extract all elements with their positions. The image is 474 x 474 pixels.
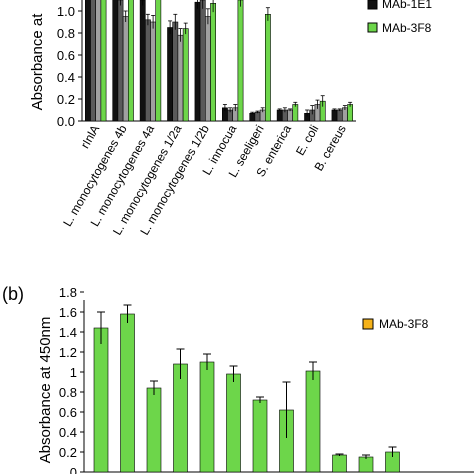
bar-b-3 xyxy=(173,363,188,473)
x-tick-label-a-rinla: rInlA xyxy=(78,123,102,151)
x-tick-label-a-e-coli: E. coli xyxy=(293,123,321,158)
bar-a-s-enterica-s3 xyxy=(292,104,299,122)
bar-a-l-innocua-s3 xyxy=(237,0,244,122)
bar-a-rinla-s2 xyxy=(95,0,102,122)
y-tick-label-b-5: 1 xyxy=(70,365,77,380)
y-tick-label-b-8: 1.6 xyxy=(59,305,77,320)
panel-label-b: (b) xyxy=(2,284,24,304)
bar-a-l-monocytogenes-1-2b-s1 xyxy=(199,0,206,122)
y-tick-label-b-1: 0.2 xyxy=(59,445,77,460)
legend-label-mab-1e1: MAb-1E1 xyxy=(382,0,432,11)
bar-b-10 xyxy=(358,456,374,473)
bar-a-l-monocytogenes-1-2a-s3 xyxy=(182,28,189,122)
legend-label-mab-3f8-b: MAb-3F8 xyxy=(379,317,429,331)
bar-a-l-monocytogenes-1-2a-s2 xyxy=(177,34,184,122)
bar-b-9 xyxy=(332,454,347,473)
y-tick-label-a-3: 0.6 xyxy=(57,48,75,63)
bar-a-b-cereus-s0 xyxy=(331,109,338,122)
bar-b-4 xyxy=(199,361,215,473)
bar-b-5 xyxy=(226,373,241,473)
legend-swatch-mab-1e1 xyxy=(367,0,378,10)
bar-a-l-monocytogenes-4a-s1 xyxy=(145,19,151,122)
bar-a-l-monocytogenes-4b-s0 xyxy=(112,0,119,122)
y-tick-label-a-4: 0.8 xyxy=(57,26,75,41)
bar-a-l-monocytogenes-4b-s1 xyxy=(117,0,124,122)
bar-b-0 xyxy=(93,327,109,473)
bar-a-l-seeligeri-s1 xyxy=(254,111,261,122)
y-tick-label-b-3: 0.6 xyxy=(59,405,77,420)
y-axis-label-b: Absorbance at 450nm xyxy=(37,317,54,464)
bar-a-s-enterica-s0 xyxy=(276,109,283,122)
y-tick-label-b-7: 1.4 xyxy=(59,325,77,340)
bar-b-8 xyxy=(305,370,321,473)
bar-a-l-monocytogenes-4a-s2 xyxy=(150,21,156,122)
bar-a-s-enterica-s2 xyxy=(287,109,293,122)
bar-b-6 xyxy=(252,399,268,473)
y-axis-label-a: Absorbance at xyxy=(29,13,46,111)
y-tick-label-a-1: 0.2 xyxy=(57,92,75,107)
panel-a-chart: 0.00.20.40.60.81.01.2rInlAL. monocytogen… xyxy=(57,0,356,238)
bar-a-b-cereus-s3 xyxy=(347,104,353,122)
bar-a-l-monocytogenes-1-2b-s3 xyxy=(210,2,216,122)
y-tick-label-a-2: 0.4 xyxy=(57,70,75,85)
bar-a-b-cereus-s1 xyxy=(336,109,343,122)
y-tick-label-b-2: 0.4 xyxy=(59,425,77,440)
y-tick-label-b-4: 0.8 xyxy=(59,385,77,400)
y-tick-label-b-9: 1.8 xyxy=(59,285,77,300)
bar-a-l-seeligeri-s3 xyxy=(264,14,271,122)
legend-swatch-mab-3f8-b xyxy=(362,318,374,330)
bar-b-1 xyxy=(120,313,135,473)
legend-label-mab-3f8-a: MAb-3F8 xyxy=(382,21,432,35)
bar-a-rinla-s0 xyxy=(85,0,91,122)
bar-a-l-monocytogenes-1-2b-s0 xyxy=(194,1,201,122)
y-tick-label-a-5: 1.0 xyxy=(57,4,75,19)
y-tick-label-b-6: 1.2 xyxy=(59,345,77,360)
legend-swatch-mab-3f8-a xyxy=(367,22,378,33)
bar-a-l-monocytogenes-1-2a-s0 xyxy=(167,27,173,122)
bar-a-l-monocytogenes-4a-s3 xyxy=(155,0,162,122)
bar-a-l-seeligeri-s0 xyxy=(249,113,256,122)
bar-a-l-monocytogenes-4b-s2 xyxy=(122,16,129,122)
panel-b-chart: 0 0.2 0.4 0.6 0.8 1 1.2 1.4 1.6 1.8 xyxy=(59,285,474,474)
y-tick-label-b-0: 0 xyxy=(70,465,77,474)
bar-a-l-monocytogenes-4a-s0 xyxy=(139,0,146,122)
bar-b-2 xyxy=(146,387,162,473)
bar-a-l-monocytogenes-4b-s3 xyxy=(128,0,134,122)
bar-a-rinla-s1 xyxy=(90,0,96,122)
bar-a-rinla-s3 xyxy=(100,0,107,122)
y-tick-label-a-0: 0.0 xyxy=(57,114,75,129)
bar-a-l-monocytogenes-1-2a-s1 xyxy=(172,21,179,122)
bar-a-l-monocytogenes-1-2b-s2 xyxy=(205,16,211,122)
